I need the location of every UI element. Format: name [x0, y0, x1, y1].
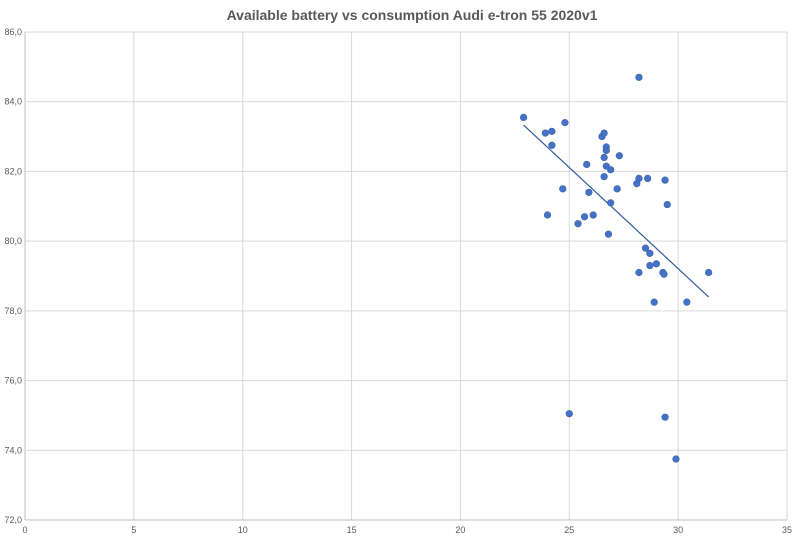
- data-point: [589, 211, 597, 219]
- chart-title: Available battery vs consumption Audi e-…: [227, 7, 598, 23]
- data-point: [600, 173, 608, 181]
- data-point: [615, 152, 623, 160]
- tick-labels: 0 5 10 15 20 25 30 35 72,0 74,0 76,0 78,0 80,0 82,0 84…: [4, 27, 792, 535]
- data-point: [661, 413, 669, 421]
- data-point: [641, 244, 650, 252]
- data-point: [541, 129, 549, 137]
- data-point: [600, 153, 608, 162]
- y-tick-label: 76,0: [4, 376, 22, 386]
- data-point: [548, 127, 556, 135]
- data-point: [683, 298, 691, 306]
- data-point: [604, 230, 613, 238]
- data-point: [644, 174, 652, 182]
- x-tick-label: 10: [238, 525, 248, 535]
- gridlines: [24, 31, 788, 521]
- y-tick-label: 80,0: [4, 236, 22, 246]
- data-point: [635, 73, 643, 81]
- data-point: [519, 113, 528, 121]
- data-point: [650, 298, 658, 306]
- data-point: [543, 211, 552, 219]
- x-tick-label: 15: [347, 525, 357, 535]
- data-point: [602, 146, 610, 155]
- data-point: [561, 119, 569, 127]
- data-point: [600, 129, 608, 137]
- data-point: [574, 220, 582, 228]
- data-points: [519, 73, 713, 463]
- data-point: [607, 199, 615, 207]
- data-point: [646, 261, 654, 270]
- data-point: [565, 410, 573, 418]
- x-tick-label: 0: [22, 525, 27, 535]
- y-tick-label: 82,0: [4, 166, 22, 176]
- y-tick-label: 78,0: [4, 306, 22, 316]
- data-point: [705, 268, 713, 277]
- x-tick-label: 20: [455, 525, 465, 535]
- data-point: [607, 166, 615, 174]
- y-tick-label: 72,0: [4, 515, 22, 525]
- data-point: [635, 268, 643, 277]
- data-point: [559, 185, 567, 193]
- data-point: [663, 200, 671, 209]
- data-point: [613, 185, 621, 193]
- trendline-layer: [523, 124, 710, 298]
- y-tick-label: 84,0: [4, 97, 22, 107]
- data-point: [580, 213, 589, 221]
- data-point: [585, 188, 593, 196]
- x-tick-label: 25: [564, 525, 574, 535]
- y-tick-label: 86,0: [4, 27, 22, 37]
- data-point: [672, 455, 680, 463]
- x-tick-label: 5: [131, 525, 136, 535]
- data-point: [635, 174, 643, 182]
- data-point: [548, 141, 556, 149]
- y-tick-label: 74,0: [4, 445, 22, 455]
- x-tick-label: 35: [782, 525, 792, 535]
- trendline: [523, 124, 710, 298]
- data-point: [652, 260, 660, 268]
- x-tick-label: 30: [673, 525, 683, 535]
- data-point: [583, 160, 591, 169]
- data-point: [660, 270, 668, 278]
- data-point: [661, 176, 669, 184]
- data-point: [646, 249, 654, 257]
